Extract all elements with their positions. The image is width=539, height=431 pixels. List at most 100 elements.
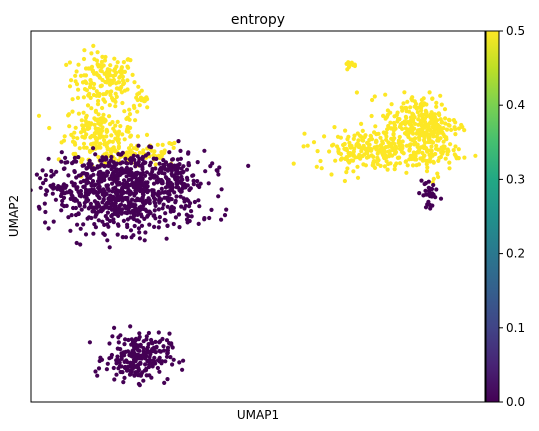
scatter-point	[105, 129, 110, 134]
scatter-point	[373, 140, 379, 145]
scatter-point	[92, 71, 97, 76]
scatter-point	[96, 366, 102, 371]
scatter-point	[43, 177, 48, 183]
scatter-point	[405, 163, 410, 168]
scatter-point	[93, 205, 98, 210]
scatter-point	[109, 133, 114, 138]
scatter-point	[117, 360, 122, 365]
x-axis-label: UMAP1	[237, 408, 279, 422]
scatter-point	[167, 341, 172, 346]
scatter-point	[315, 149, 320, 154]
scatter-point	[95, 50, 100, 55]
scatter-point	[418, 156, 423, 161]
scatter-point	[130, 208, 135, 213]
scatter-point	[115, 119, 120, 124]
scatter-point	[131, 153, 136, 158]
scatter-point	[361, 146, 366, 151]
scatter-point	[447, 166, 452, 171]
scatter-point	[291, 161, 296, 166]
scatter-point	[78, 173, 83, 178]
scatter-point	[78, 180, 83, 185]
scatter-point	[434, 100, 439, 105]
scatter-point	[119, 211, 124, 216]
scatter-point	[114, 64, 119, 69]
colorbar	[485, 30, 500, 403]
scatter-point	[385, 167, 390, 172]
scatter-point	[88, 201, 93, 206]
scatter-point	[109, 202, 114, 207]
colorbar-tick-label: 0.5	[506, 24, 525, 38]
scatter-point	[143, 230, 148, 235]
scatter-point	[120, 100, 125, 106]
scatter-point	[126, 169, 131, 174]
scatter-point	[112, 325, 117, 330]
scatter-point	[322, 134, 327, 139]
scatter-point	[102, 138, 107, 143]
scatter-point	[329, 172, 334, 177]
scatter-point	[128, 133, 134, 138]
scatter-point	[92, 116, 97, 121]
scatter-point	[137, 331, 142, 336]
scatter-point	[76, 62, 81, 67]
scatter-point	[147, 354, 152, 359]
scatter-point	[179, 204, 184, 209]
scatter-point	[75, 222, 80, 227]
scatter-point	[133, 338, 138, 343]
scatter-point	[110, 189, 115, 194]
scatter-point	[416, 117, 421, 122]
scatter-point	[424, 162, 429, 167]
scatter-point	[119, 364, 124, 369]
scatter-point	[332, 125, 337, 130]
scatter-point	[52, 185, 57, 190]
scatter-point	[219, 187, 224, 192]
scatter-point	[301, 144, 306, 149]
scatter-point	[338, 157, 343, 162]
scatter-point	[414, 157, 419, 162]
scatter-point	[107, 147, 112, 152]
scatter-point	[114, 372, 119, 377]
scatter-point	[109, 352, 114, 358]
scatter-point	[120, 150, 125, 155]
scatter-point	[102, 58, 108, 63]
scatter-point	[96, 154, 101, 160]
scatter-point	[462, 128, 467, 133]
scatter-point	[100, 105, 105, 111]
scatter-point	[143, 356, 148, 361]
scatter-point	[453, 144, 458, 149]
scatter-point	[172, 190, 177, 195]
scatter-point	[114, 161, 119, 166]
scatter-point	[81, 222, 86, 227]
scatter-point	[440, 130, 445, 135]
scatter-point	[155, 142, 160, 147]
scatter-point	[70, 161, 75, 166]
scatter-point	[89, 121, 94, 126]
scatter-point	[144, 132, 150, 137]
scatter-point	[133, 188, 138, 193]
scatter-point	[76, 111, 81, 116]
scatter-point	[389, 102, 394, 107]
scatter-point	[110, 139, 115, 144]
scatter-point	[419, 112, 424, 117]
scatter-point	[76, 211, 81, 217]
scatter-point	[112, 178, 117, 183]
scatter-point	[43, 173, 49, 178]
scatter-point	[415, 128, 421, 133]
scatter-point	[395, 116, 401, 122]
scatter-point	[78, 130, 84, 135]
scatter-point	[431, 182, 436, 188]
scatter-point	[142, 186, 147, 191]
scatter-point	[89, 106, 94, 111]
scatter-point	[184, 212, 189, 217]
scatter-point	[78, 73, 84, 78]
scatter-point	[122, 88, 127, 93]
scatter-point	[439, 102, 444, 107]
scatter-point	[162, 148, 167, 153]
scatter-point	[77, 203, 82, 208]
scatter-point	[51, 219, 56, 224]
scatter-points	[31, 43, 478, 388]
scatter-point	[175, 176, 180, 181]
scatter-point	[140, 165, 145, 170]
scatter-point	[390, 153, 395, 158]
scatter-point	[113, 123, 118, 128]
scatter-point	[82, 87, 88, 92]
